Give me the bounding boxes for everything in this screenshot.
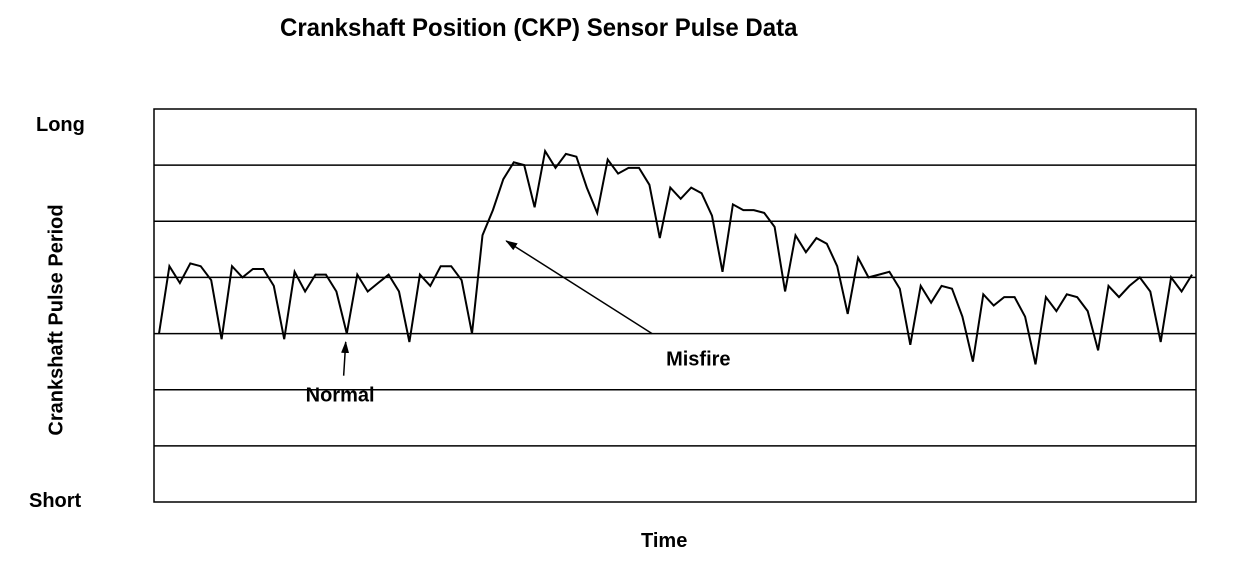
misfire-arrow bbox=[505, 240, 653, 335]
normal-annotation: Normal bbox=[306, 385, 375, 407]
misfire-annotation: Misfire bbox=[666, 349, 730, 371]
y-axis-top-label: Long bbox=[36, 114, 85, 136]
plot-frame bbox=[153, 108, 1197, 503]
chart-title: Crankshaft Position (CKP) Sensor Pulse D… bbox=[280, 14, 798, 42]
normal-arrow bbox=[341, 340, 350, 376]
y-axis-bottom-label: Short bbox=[29, 490, 82, 512]
x-axis-label: Time bbox=[641, 530, 688, 552]
series-line bbox=[158, 148, 1193, 365]
